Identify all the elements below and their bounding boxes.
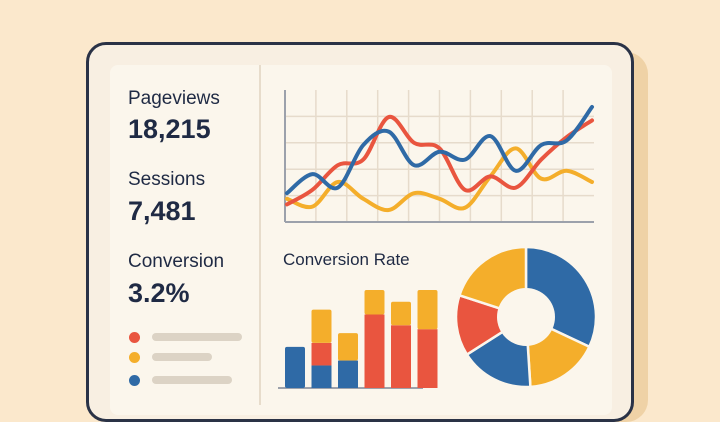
bar-segment <box>311 309 332 343</box>
line-series-0 <box>285 104 594 196</box>
bar-segment <box>364 290 385 315</box>
bar-segment <box>338 360 358 388</box>
bar-segment <box>338 333 358 361</box>
conversion-rate-title: Conversion Rate <box>283 250 410 269</box>
legend-placeholder-bar <box>152 376 232 384</box>
pageviews-value: 18,215 <box>128 114 211 144</box>
line-series-2 <box>285 146 594 213</box>
bar-segment <box>391 325 411 388</box>
sessions-label: Sessions <box>128 169 206 190</box>
bar-segment <box>391 301 411 326</box>
panel-divider <box>259 65 261 405</box>
legend-dot-yellow <box>129 352 140 363</box>
bar-segment <box>364 314 385 388</box>
legend-dot-red <box>129 332 140 343</box>
bar-segment <box>311 365 332 388</box>
legend-placeholder-bar <box>152 353 212 361</box>
donut-hole <box>497 288 555 346</box>
conversion-label: Conversion <box>128 251 225 272</box>
bar-segment <box>417 329 438 388</box>
sessions-value: 7,481 <box>128 196 196 226</box>
bar-segment <box>417 290 438 330</box>
legend-dot-blue <box>129 375 140 386</box>
pageviews-label: Pageviews <box>128 88 220 109</box>
bar-segment <box>285 346 305 388</box>
legend-placeholder-bar <box>152 333 242 341</box>
bar-segment <box>311 342 332 366</box>
dashboard-charts <box>278 90 598 389</box>
conversion-value: 3.2% <box>128 278 190 308</box>
line-series-1 <box>285 115 594 207</box>
